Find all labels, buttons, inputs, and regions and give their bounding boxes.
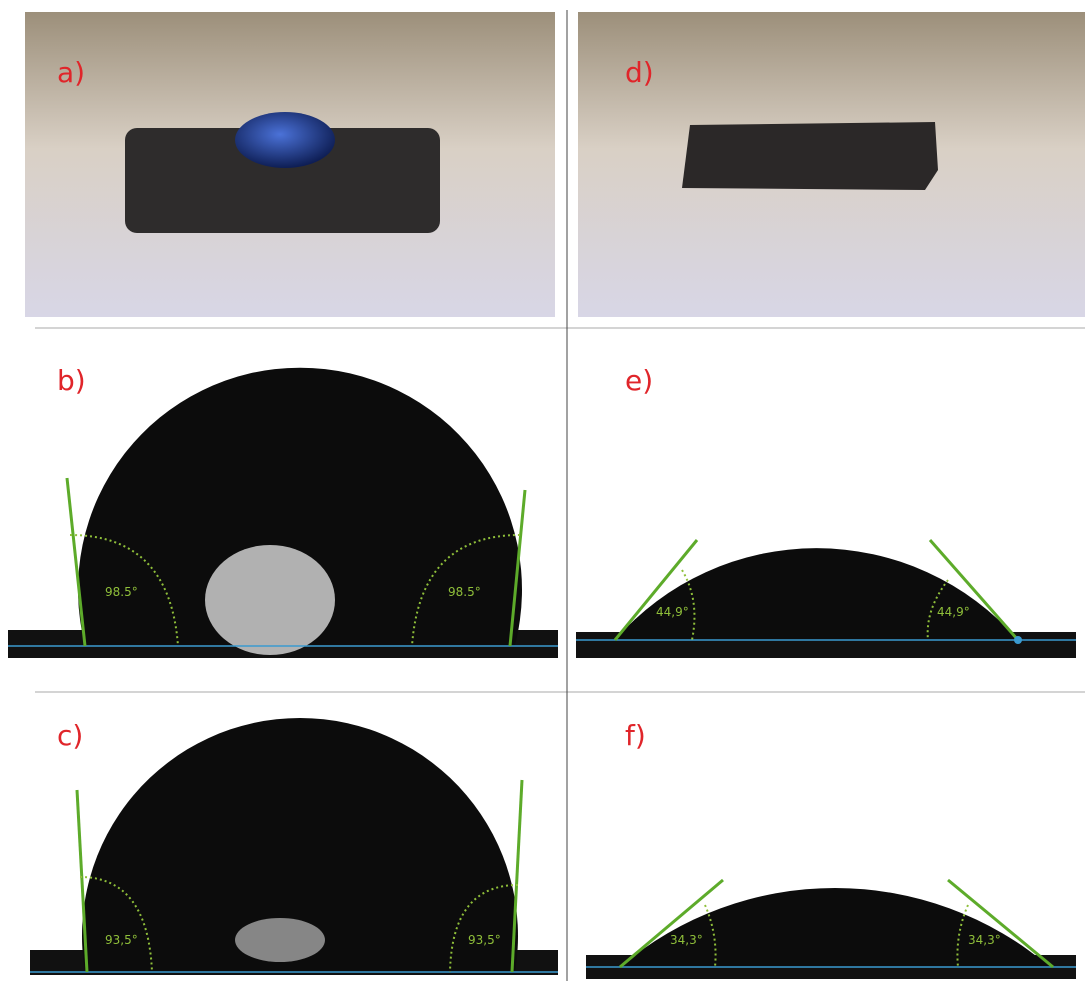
panel-label: e) xyxy=(625,364,653,397)
panel-a: a) xyxy=(25,12,555,317)
panel-label: d) xyxy=(625,56,654,89)
angle-label: 44,9° xyxy=(937,605,970,619)
angle-label: 98.5° xyxy=(105,585,138,599)
tangent xyxy=(77,790,87,972)
angle-label: 93,5° xyxy=(468,933,501,947)
droplet xyxy=(615,548,1018,640)
panel-b: 98.5° 98.5° b) xyxy=(8,364,558,658)
sponge xyxy=(682,122,938,190)
angle-label: 44,9° xyxy=(656,605,689,619)
reflection xyxy=(205,545,335,655)
angle-label: 34,3° xyxy=(670,933,703,947)
angle-label: 98.5° xyxy=(448,585,481,599)
panel-f: 34,3° 34,3° f) xyxy=(586,719,1076,979)
panel-label: f) xyxy=(625,719,646,752)
angle-label: 34,3° xyxy=(968,933,1001,947)
figure: a) d) 98.5° 98.5° b) 93,5° 93,5° c) xyxy=(0,0,1085,981)
panel-c: 93,5° 93,5° c) xyxy=(30,718,558,975)
panel-label: c) xyxy=(57,719,83,752)
reflection xyxy=(235,918,325,962)
panel-label: b) xyxy=(57,364,86,397)
contact-point xyxy=(1014,636,1022,644)
water-drop xyxy=(235,112,335,168)
droplet xyxy=(620,888,1050,967)
panel-label: a) xyxy=(57,56,85,89)
angle-label: 93,5° xyxy=(105,933,138,947)
panel-e: 44,9° 44,9° e) xyxy=(576,364,1076,658)
panel-d: d) xyxy=(578,12,1085,317)
